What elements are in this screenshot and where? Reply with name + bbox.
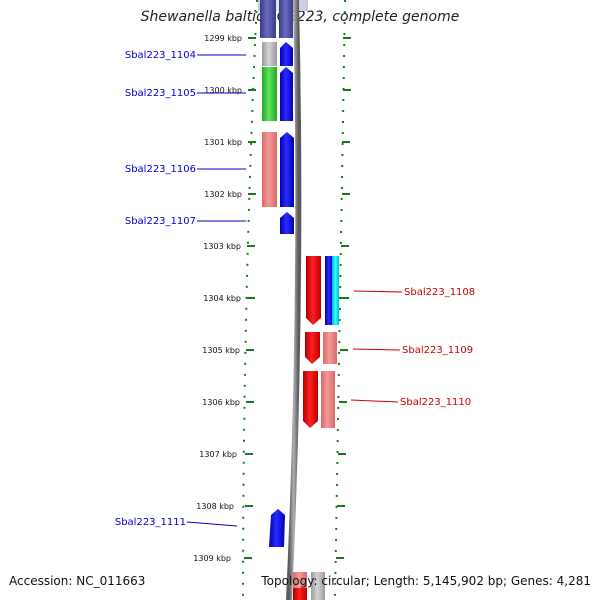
gene-label-1110[interactable]: Sbal223_1110 — [400, 397, 471, 408]
tick-marks — [244, 37, 351, 559]
tick-label-1300: 1300 kbp — [204, 86, 242, 95]
gene-arrow-1109[interactable] — [305, 332, 320, 364]
gene-arrow-1106[interactable] — [280, 132, 294, 207]
topology-text: Topology: circular; Length: 5,145,902 bp… — [261, 574, 591, 588]
gene-label-1109[interactable]: Sbal223_1109 — [402, 345, 473, 356]
gene-arrow-1111[interactable] — [269, 509, 285, 547]
cog-block-1108-cyan — [332, 256, 339, 325]
genome-backbone — [286, 0, 302, 600]
gene-label-1107[interactable]: Sbal223_1107 — [125, 216, 196, 227]
gene-arrow-1107[interactable] — [280, 212, 294, 234]
map-title: Shewanella baltica OS223, complete genom… — [140, 9, 460, 25]
gene-label-1105[interactable]: Sbal223_1105 — [125, 88, 196, 99]
cog-block-navy — [260, 0, 276, 38]
cog-block-1109 — [323, 332, 337, 364]
tick-label-1303: 1303 kbp — [203, 242, 241, 251]
bottom-gene-block-gray — [311, 572, 325, 600]
tick-label-1307: 1307 kbp — [199, 450, 237, 459]
gene-label-1106[interactable]: Sbal223_1106 — [125, 164, 196, 175]
gene-label-1111[interactable]: Sbal223_1111 — [115, 517, 186, 528]
tick-label-1309: 1309 kbp — [193, 554, 231, 563]
gene-arrow-1105[interactable] — [280, 67, 293, 121]
forward-leader-lines — [186, 54, 246, 527]
tick-label-1301: 1301 kbp — [204, 138, 242, 147]
cog-block-1104 — [262, 42, 277, 66]
tick-label-1302: 1302 kbp — [204, 190, 242, 199]
gene-arrow-1104[interactable] — [280, 42, 293, 66]
bottom-gene-block-red — [293, 588, 307, 600]
accession-text: Accession: NC_011663 — [9, 574, 146, 588]
tick-label-1306: 1306 kbp — [202, 398, 240, 407]
tick-label-1308: 1308 kbp — [196, 502, 234, 511]
reverse-leader-lines — [350, 290, 403, 403]
gene-arrow-1110[interactable] — [303, 371, 318, 428]
cog-block-1110 — [321, 371, 335, 428]
cog-block-1105 — [262, 67, 277, 121]
gene-arrow-1108[interactable] — [306, 256, 321, 325]
cog-block-1106 — [262, 132, 277, 207]
tick-label-1304: 1304 kbp — [203, 294, 241, 303]
cog-block-1108-blue — [325, 256, 333, 325]
gene-label-1104[interactable]: Sbal223_1104 — [125, 50, 196, 61]
gene-label-1108[interactable]: Sbal223_1108 — [404, 287, 475, 298]
gene-block-navy-top — [279, 0, 293, 38]
tick-label-1305: 1305 kbp — [202, 346, 240, 355]
tick-label-1299: 1299 kbp — [204, 34, 242, 43]
